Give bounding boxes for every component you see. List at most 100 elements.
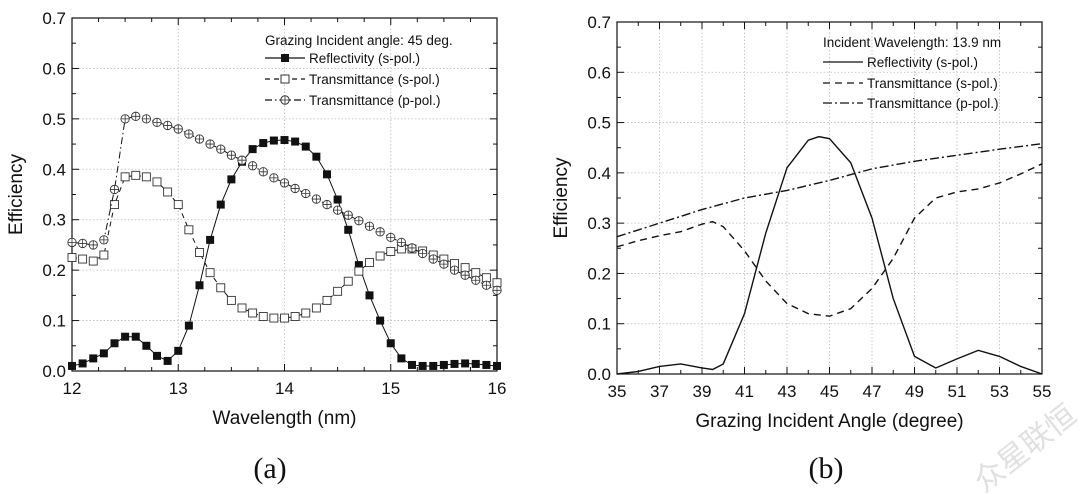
- data-point-reflectivity-s: [397, 354, 406, 363]
- data-point-reflectivity-s: [227, 175, 236, 184]
- circle-plus-marker-cross: [269, 173, 278, 182]
- data-point-reflectivity-s: [376, 316, 385, 325]
- circle-plus-marker-cross: [184, 129, 193, 138]
- x-tick-label: 43: [778, 382, 797, 401]
- data-point-transmittance-s: [471, 268, 481, 278]
- x-tick-label: 12: [63, 379, 82, 398]
- data-point-reflectivity-s: [216, 200, 225, 209]
- series-line-transmittance-s: [616, 163, 1043, 317]
- data-point-reflectivity-s: [471, 359, 480, 368]
- data-point-transmittance-s: [269, 313, 279, 323]
- circle-plus-marker-cross: [89, 240, 98, 249]
- data-point-transmittance-s: [460, 263, 470, 273]
- data-point-reflectivity-s: [418, 361, 427, 370]
- y-tick-label: 0.6: [587, 63, 611, 82]
- data-point-transmittance-p: [237, 155, 247, 165]
- data-point-reflectivity-s: [153, 351, 161, 360]
- series-line-transmittance-p: [616, 142, 1043, 238]
- data-point-reflectivity-s: [142, 341, 151, 350]
- y-tick-label: 0.1: [587, 315, 611, 334]
- circle-plus-marker-cross: [110, 185, 119, 194]
- circle-plus-marker-cross: [238, 156, 246, 165]
- plot-frame: [71, 17, 498, 372]
- circle-plus-marker-cross: [248, 161, 257, 170]
- circle-plus-marker-cross: [280, 178, 289, 187]
- data-point-reflectivity-s: [195, 281, 204, 290]
- circle-plus-marker-cross: [344, 211, 353, 220]
- data-point-transmittance-s: [333, 286, 343, 296]
- data-point-transmittance-s: [163, 187, 173, 197]
- data-point-reflectivity-s: [333, 195, 342, 204]
- x-tick-label: 39: [693, 382, 712, 401]
- circle-plus-marker-cross: [450, 266, 459, 275]
- circle-plus-marker-cross: [216, 145, 225, 154]
- data-point-transmittance-p: [322, 199, 332, 210]
- circle-plus-marker-cross: [163, 121, 172, 130]
- data-point-reflectivity-s: [439, 360, 448, 369]
- y-axis-label: Efficiency: [6, 154, 27, 235]
- y-tick-label: 0.4: [587, 164, 611, 183]
- data-point-transmittance-p: [417, 248, 428, 259]
- data-point-transmittance-p: [354, 216, 364, 226]
- data-point-transmittance-s: [343, 276, 353, 286]
- data-point-reflectivity-s: [110, 339, 119, 348]
- panel-label: (b): [809, 452, 844, 485]
- data-point-transmittance-s: [492, 278, 502, 288]
- data-point-reflectivity-s: [269, 136, 278, 145]
- data-point-reflectivity-s: [429, 361, 438, 370]
- data-point-transmittance-s: [205, 268, 215, 278]
- circle-plus-marker-cross: [471, 276, 480, 285]
- data-point-transmittance-s: [120, 172, 130, 182]
- data-point-transmittance-p: [332, 205, 343, 215]
- circle-plus-marker-cross: [259, 167, 268, 176]
- data-point-transmittance-p: [290, 183, 300, 194]
- data-point-reflectivity-s: [131, 332, 140, 341]
- legend-entry: Transmittance (p-pol.): [265, 93, 441, 108]
- data-point-transmittance-p: [428, 254, 438, 264]
- data-point-transmittance-s: [152, 177, 162, 187]
- plot-frame: [616, 21, 1043, 375]
- data-point-transmittance-p: [120, 114, 130, 124]
- panel-label: (a): [253, 452, 286, 485]
- circle-plus-marker-cross: [142, 114, 151, 123]
- circle-plus-marker-cross: [461, 271, 470, 280]
- legend-label: Transmittance (s-pol.): [309, 72, 440, 87]
- y-tick-label: 0.1: [42, 312, 66, 331]
- circle-plus-marker-cross: [397, 238, 406, 247]
- circle-plus-marker-cross: [408, 243, 416, 252]
- data-point-transmittance-s: [173, 200, 183, 210]
- panel-a: 0.0 0.1 0.2 0.3 0.4 0.5 0.6 0.7 12 13 14 15 16 Wavele…: [6, 9, 506, 485]
- data-point-reflectivity-s: [121, 332, 130, 341]
- x-tick-label: 45: [820, 382, 839, 401]
- data-point-transmittance-s: [195, 248, 204, 257]
- data-point-reflectivity-s: [163, 356, 172, 365]
- y-tick-label: 0.3: [587, 214, 611, 233]
- data-point-transmittance-p: [162, 120, 173, 131]
- legend-title: Incident Wavelength: 13.9 nm: [823, 35, 1001, 50]
- y-tick-label: 0.7: [42, 9, 66, 28]
- legend-label: Transmittance (p-pol.): [867, 96, 999, 111]
- x-tick-label: 37: [650, 382, 669, 401]
- data-point-transmittance-p: [439, 259, 449, 269]
- circle-plus-marker-cross: [195, 135, 204, 144]
- data-point-transmittance-p: [375, 227, 385, 237]
- data-point-transmittance-p: [99, 235, 109, 245]
- circle-plus-marker-cross: [386, 233, 395, 242]
- data-point-reflectivity-s: [461, 359, 470, 368]
- data-point-transmittance-p: [258, 167, 268, 177]
- series-line-reflectivity-s: [616, 135, 1043, 375]
- data-point-transmittance-p: [471, 275, 481, 285]
- y-tick-label: 0.5: [42, 110, 66, 129]
- data-point-transmittance-p: [407, 243, 417, 253]
- x-tick-label: 16: [488, 379, 507, 398]
- legend-title: Grazing Incident angle: 45 deg.: [265, 33, 453, 48]
- legend-entry: Transmittance (s-pol.): [265, 72, 440, 87]
- y-tick-label: 0.2: [42, 261, 66, 280]
- data-point-reflectivity-s: [312, 152, 321, 161]
- data-point-reflectivity-s: [248, 145, 257, 154]
- circle-plus-marker-cross: [153, 118, 161, 127]
- data-point-transmittance-s: [375, 251, 385, 261]
- data-point-transmittance-s: [88, 256, 98, 266]
- data-point-transmittance-s: [481, 273, 491, 283]
